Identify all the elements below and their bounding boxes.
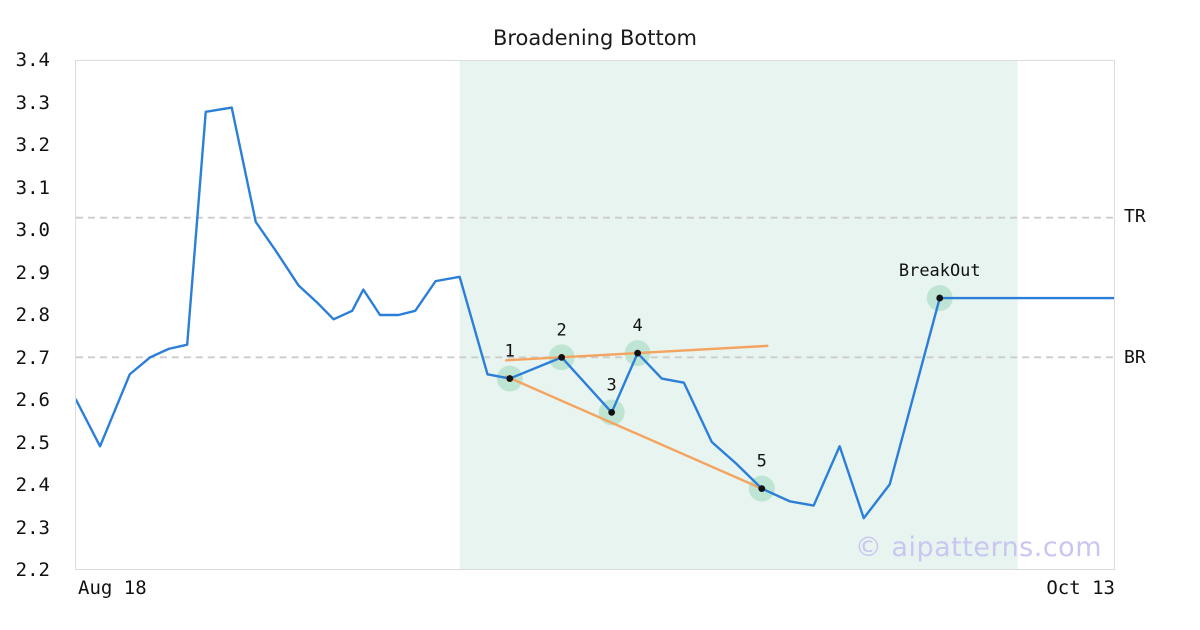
marker-label-1: 1	[505, 341, 515, 361]
price-line	[76, 106, 1114, 520]
marker-dot-4	[634, 349, 642, 357]
price-chart-svg: 1 2 3 4 5 BreakOut	[76, 61, 1114, 569]
marker-label-5: 5	[757, 451, 767, 471]
y-axis-tick-3.4: 3.4	[15, 49, 50, 71]
x-axis-start-label: Aug 18	[78, 577, 147, 599]
marker-dot-5	[758, 485, 766, 493]
y-axis-tick-2.9: 2.9	[15, 261, 50, 284]
y-axis-tick-2.8: 2.8	[15, 304, 50, 326]
y-axis-tick-2.4: 2.4	[15, 474, 50, 496]
y-axis-tick-3.2: 3.2	[15, 134, 50, 156]
y-axis-tick-2.2: 2.2	[15, 559, 50, 581]
y-axis-tick-3.3: 3.3	[15, 91, 50, 114]
marker-label-4: 4	[633, 315, 643, 335]
x-axis-end-label: Oct 13	[1046, 577, 1115, 599]
y-axis-tick-2.3: 2.3	[15, 516, 50, 539]
y-axis-tick-3.1: 3.1	[15, 176, 50, 199]
pattern-region	[459, 61, 1018, 569]
trendline-lower	[504, 375, 763, 490]
marker-label-2: 2	[557, 319, 567, 339]
y-axis-tick-2.5: 2.5	[15, 431, 50, 454]
marker-dot-2	[558, 353, 566, 361]
y-axis-tick-3.0: 3.0	[15, 219, 50, 241]
chart-title: Broadening Bottom	[492, 26, 698, 50]
reference-line-label-tr: TR	[1124, 206, 1146, 228]
marker-label-breakout: BreakOut	[899, 260, 981, 280]
reference-line-label-br: BR	[1124, 346, 1146, 368]
marker-dot-1	[506, 375, 514, 382]
marker-label-3: 3	[607, 375, 617, 395]
marker-dot-breakout	[936, 294, 944, 302]
plot-area: 1 2 3 4 5 BreakOut © aipatterns.com	[75, 60, 1115, 570]
watermark: © aipatterns.com	[854, 532, 1102, 563]
y-axis-tick-2.7: 2.7	[15, 346, 50, 369]
marker-dot-3	[608, 409, 616, 416]
y-axis-tick-2.6: 2.6	[15, 389, 50, 411]
